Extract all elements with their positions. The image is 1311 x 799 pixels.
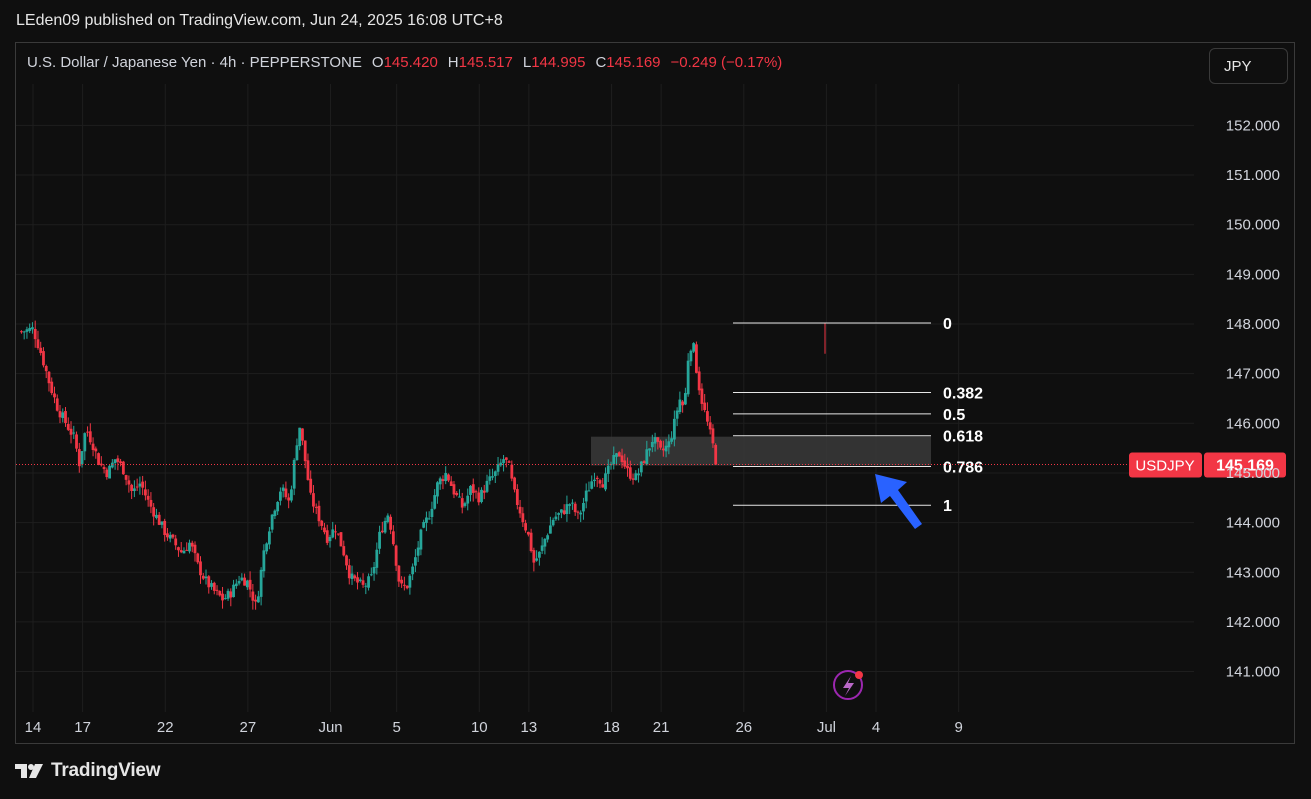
low-value: 144.995 (531, 54, 586, 71)
price-change: −0.249 (−0.17%) (670, 54, 783, 71)
chart-frame[interactable] (15, 42, 1295, 744)
tradingview-brand[interactable]: TradingView (15, 760, 161, 782)
open-value: 145.420 (383, 54, 438, 71)
symbol-legend: U.S. Dollar / Japanese Yen · 4h · PEPPER… (27, 54, 782, 71)
close-value: 145.169 (606, 54, 661, 71)
symbol-description: U.S. Dollar / Japanese Yen · 4h · PEPPER… (27, 54, 362, 71)
high-value: 145.517 (458, 54, 513, 71)
publication-info: LEden09 published on TradingView.com, Ju… (16, 12, 503, 29)
publication-header: LEden09 published on TradingView.com, Ju… (0, 0, 1311, 42)
high-label: H (447, 54, 459, 71)
low-label: L (522, 54, 532, 71)
currency-button[interactable]: JPY (1209, 48, 1288, 84)
tradingview-wordmark: TradingView (51, 760, 161, 781)
open-label: O (371, 54, 384, 71)
close-label: C (595, 54, 607, 71)
tradingview-logo-icon (15, 764, 43, 778)
